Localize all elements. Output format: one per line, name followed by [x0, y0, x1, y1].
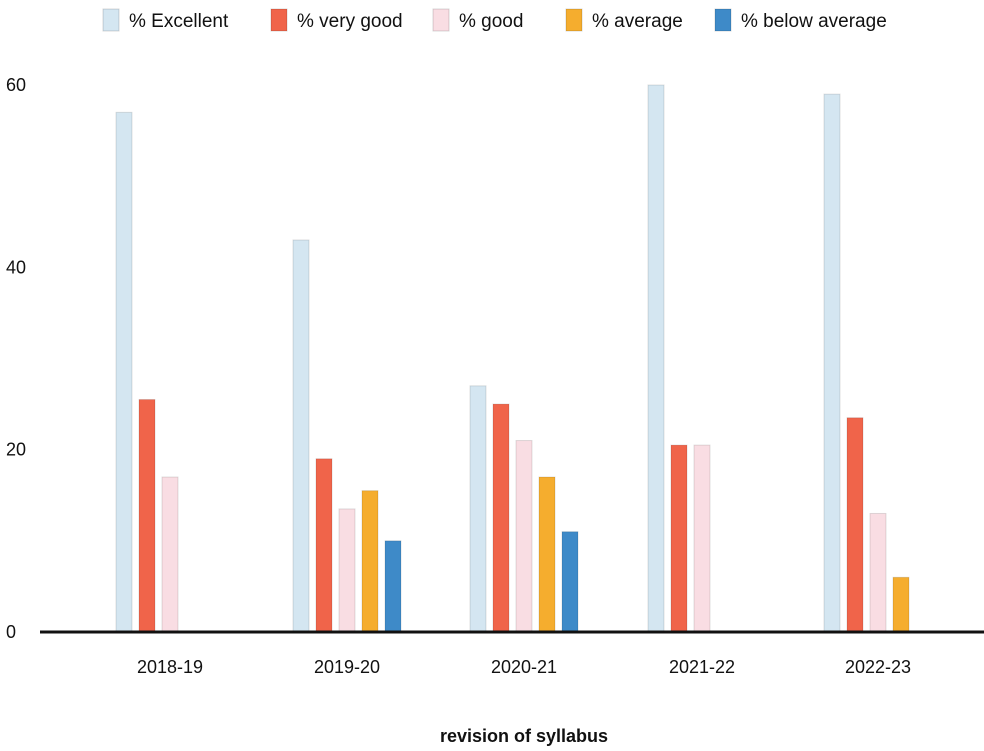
- x-tick-label: 2018-19: [137, 657, 203, 677]
- bar: [846, 417, 864, 633]
- legend-label: % Excellent: [129, 11, 229, 32]
- y-tick-label: 20: [6, 440, 26, 460]
- legend-swatch: [270, 8, 288, 32]
- legend-item: % good: [432, 8, 523, 32]
- legend-swatch: [565, 8, 583, 32]
- legend-swatch: [714, 8, 732, 32]
- x-axis-label: revision of syllabus: [440, 726, 608, 746]
- bar: [384, 540, 402, 633]
- bar: [315, 458, 333, 633]
- bar: [869, 512, 887, 633]
- bar: [670, 444, 688, 633]
- bars: [115, 84, 910, 633]
- legend-item: % below average: [714, 8, 887, 32]
- y-tick-label: 40: [6, 257, 26, 277]
- bar: [538, 476, 556, 633]
- x-tick-label: 2020-21: [491, 657, 557, 677]
- y-axis-ticks: 0 20 40 60: [6, 75, 26, 642]
- legend-label: % good: [459, 11, 523, 32]
- legend: % Excellent % very good % good % average % b…: [102, 8, 887, 32]
- bar: [823, 93, 841, 633]
- x-tick-label: 2019-20: [314, 657, 380, 677]
- legend-item: % very good: [270, 8, 403, 32]
- legend-label: % average: [592, 11, 683, 32]
- legend-label: % very good: [297, 11, 403, 32]
- bar: [361, 490, 379, 633]
- bar: [647, 84, 665, 633]
- bar: [338, 508, 356, 633]
- x-tick-label: 2021-22: [669, 657, 735, 677]
- bar: [693, 444, 711, 633]
- legend-item: % Excellent: [102, 8, 229, 32]
- x-tick-label: 2022-23: [845, 657, 911, 677]
- bar: [892, 576, 910, 633]
- bar: [161, 476, 179, 633]
- bar: [138, 399, 156, 633]
- bar: [469, 385, 487, 633]
- x-axis-ticks: 2018-19 2019-20 2020-21 2021-22 2022-23: [137, 657, 911, 677]
- legend-swatch: [432, 8, 450, 32]
- legend-swatch: [102, 8, 120, 32]
- bar: [492, 403, 510, 633]
- bar: [292, 239, 310, 633]
- y-tick-label: 0: [6, 622, 16, 642]
- legend-label: % below average: [741, 11, 887, 32]
- bar: [561, 531, 579, 633]
- legend-item: % average: [565, 8, 683, 32]
- bar: [515, 440, 533, 633]
- y-tick-label: 60: [6, 75, 26, 95]
- bar: [115, 111, 133, 633]
